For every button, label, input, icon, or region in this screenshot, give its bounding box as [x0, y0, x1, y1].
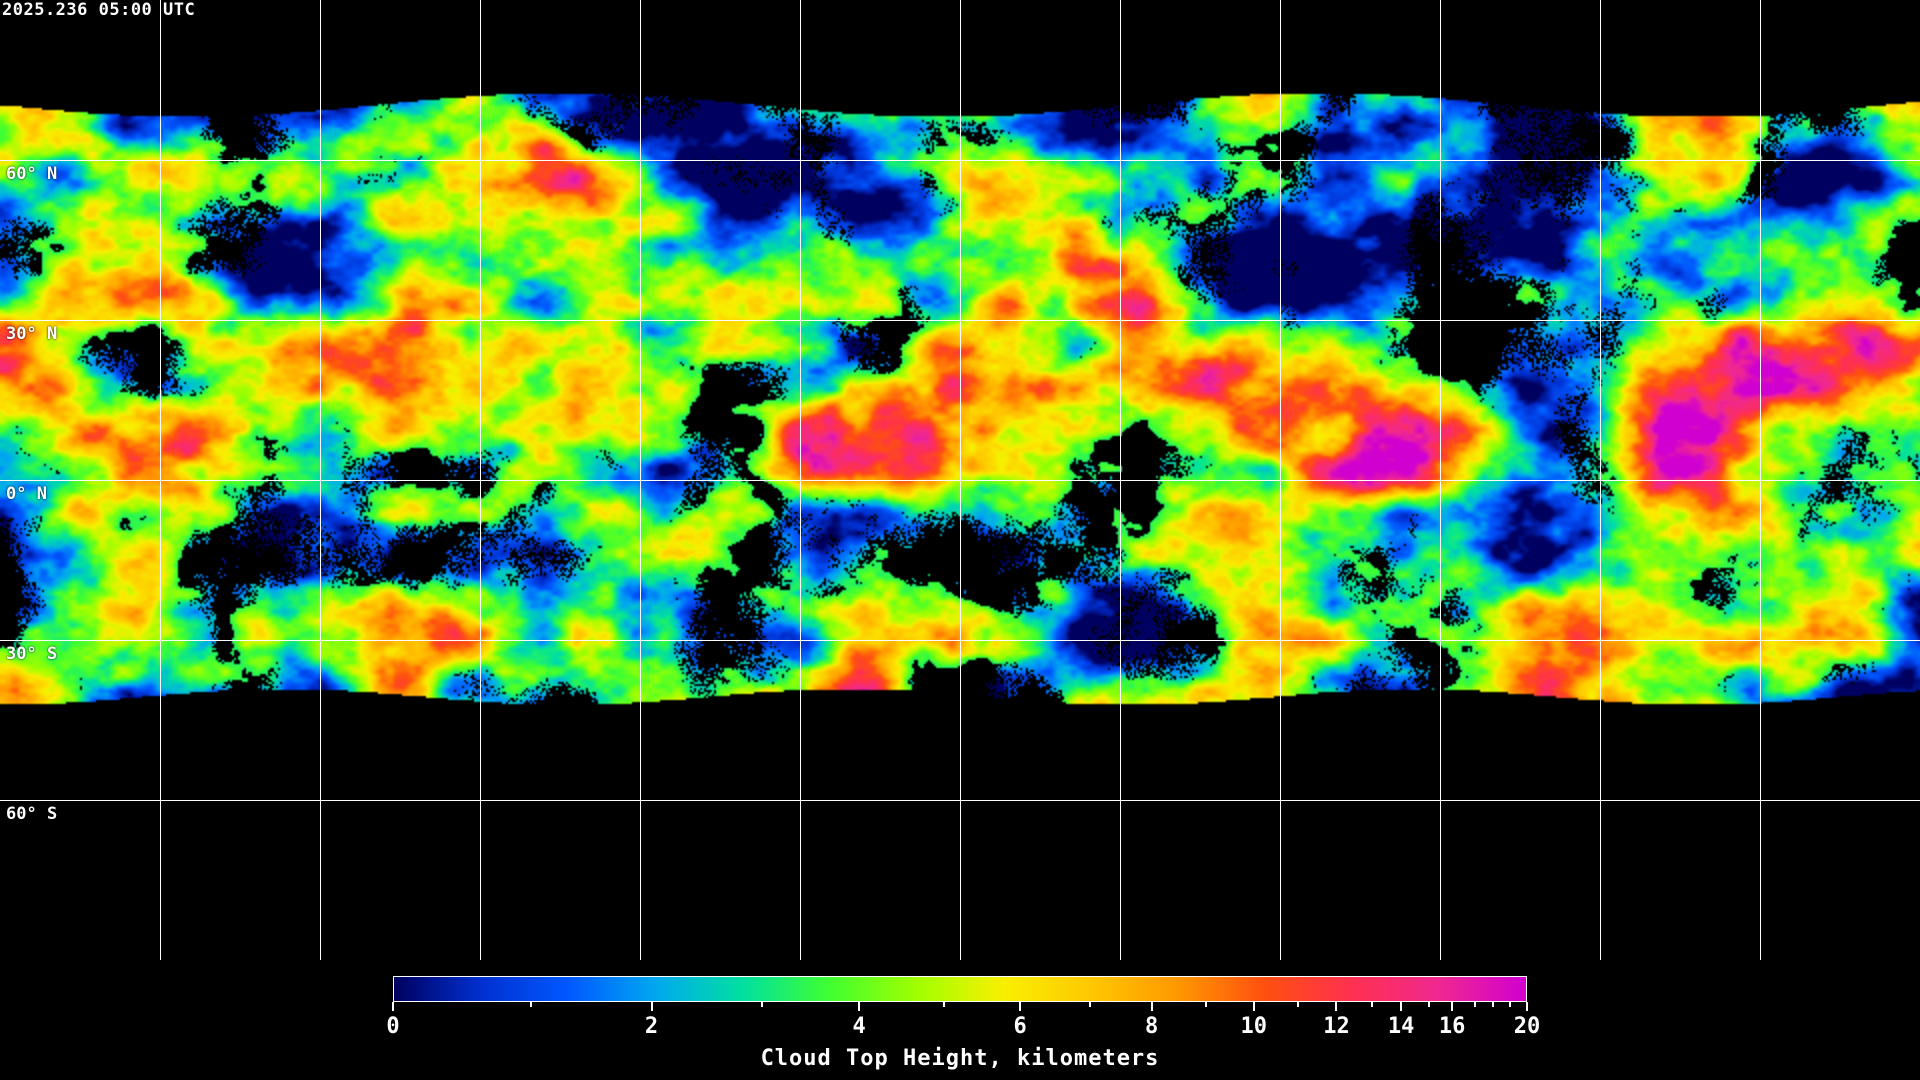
- minor-tick: [530, 1002, 533, 1007]
- minor-tick: [1428, 1002, 1431, 1007]
- major-tick: [1526, 1002, 1528, 1011]
- major-tick: [858, 1002, 861, 1011]
- latitude-line: [0, 800, 1920, 801]
- major-tick: [1019, 1002, 1022, 1011]
- latitude-line: [0, 320, 1920, 321]
- major-tick: [650, 1002, 653, 1011]
- minor-tick: [1491, 1002, 1494, 1007]
- cloud-top-height-map: 60° N 30° N 0° N 30° S 60° S: [0, 0, 1920, 960]
- tick-label: 10: [1240, 1014, 1267, 1039]
- tick-label: 0: [386, 1014, 400, 1039]
- tick-label: 8: [1145, 1014, 1159, 1039]
- tick-label: 20: [1513, 1014, 1541, 1039]
- major-tick: [1335, 1002, 1338, 1011]
- major-tick: [1252, 1002, 1255, 1011]
- lat-label-60s: 60° S: [6, 804, 58, 824]
- lat-label-30n: 30° N: [6, 324, 58, 344]
- tick-label: 6: [1013, 1014, 1027, 1039]
- colorbar-ticks: 0 2 4 6 8 10 12 14 16 20: [386, 1002, 1540, 1042]
- minor-tick: [1296, 1002, 1299, 1007]
- tick-label: 4: [852, 1014, 866, 1039]
- minor-tick: [1508, 1002, 1511, 1007]
- tick-label: 16: [1438, 1014, 1466, 1039]
- minor-tick: [760, 1002, 763, 1007]
- major-tick: [1400, 1002, 1403, 1011]
- timestamp: 2025.236 05:00 UTC: [2, 0, 196, 20]
- lat-label-60n: 60° N: [6, 164, 58, 184]
- lat-label-0n: 0° N: [6, 484, 47, 504]
- major-tick: [1150, 1002, 1153, 1011]
- major-tick: [1451, 1002, 1454, 1011]
- tick-label: 2: [644, 1014, 659, 1039]
- latitude-line: [0, 160, 1920, 161]
- tick-label: 14: [1387, 1014, 1415, 1039]
- minor-tick: [1473, 1002, 1476, 1007]
- colorbar: [393, 976, 1527, 1002]
- minor-tick: [1205, 1002, 1208, 1007]
- lat-label-30s: 30° S: [6, 644, 58, 664]
- latitude-line: [0, 480, 1920, 481]
- minor-tick: [1370, 1002, 1373, 1007]
- tick-label: 12: [1323, 1014, 1350, 1039]
- colorbar-title: Cloud Top Height, kilometers: [760, 1046, 1160, 1071]
- major-tick: [392, 1002, 394, 1011]
- minor-tick: [943, 1002, 946, 1007]
- minor-tick: [1089, 1002, 1092, 1007]
- latitude-line: [0, 640, 1920, 641]
